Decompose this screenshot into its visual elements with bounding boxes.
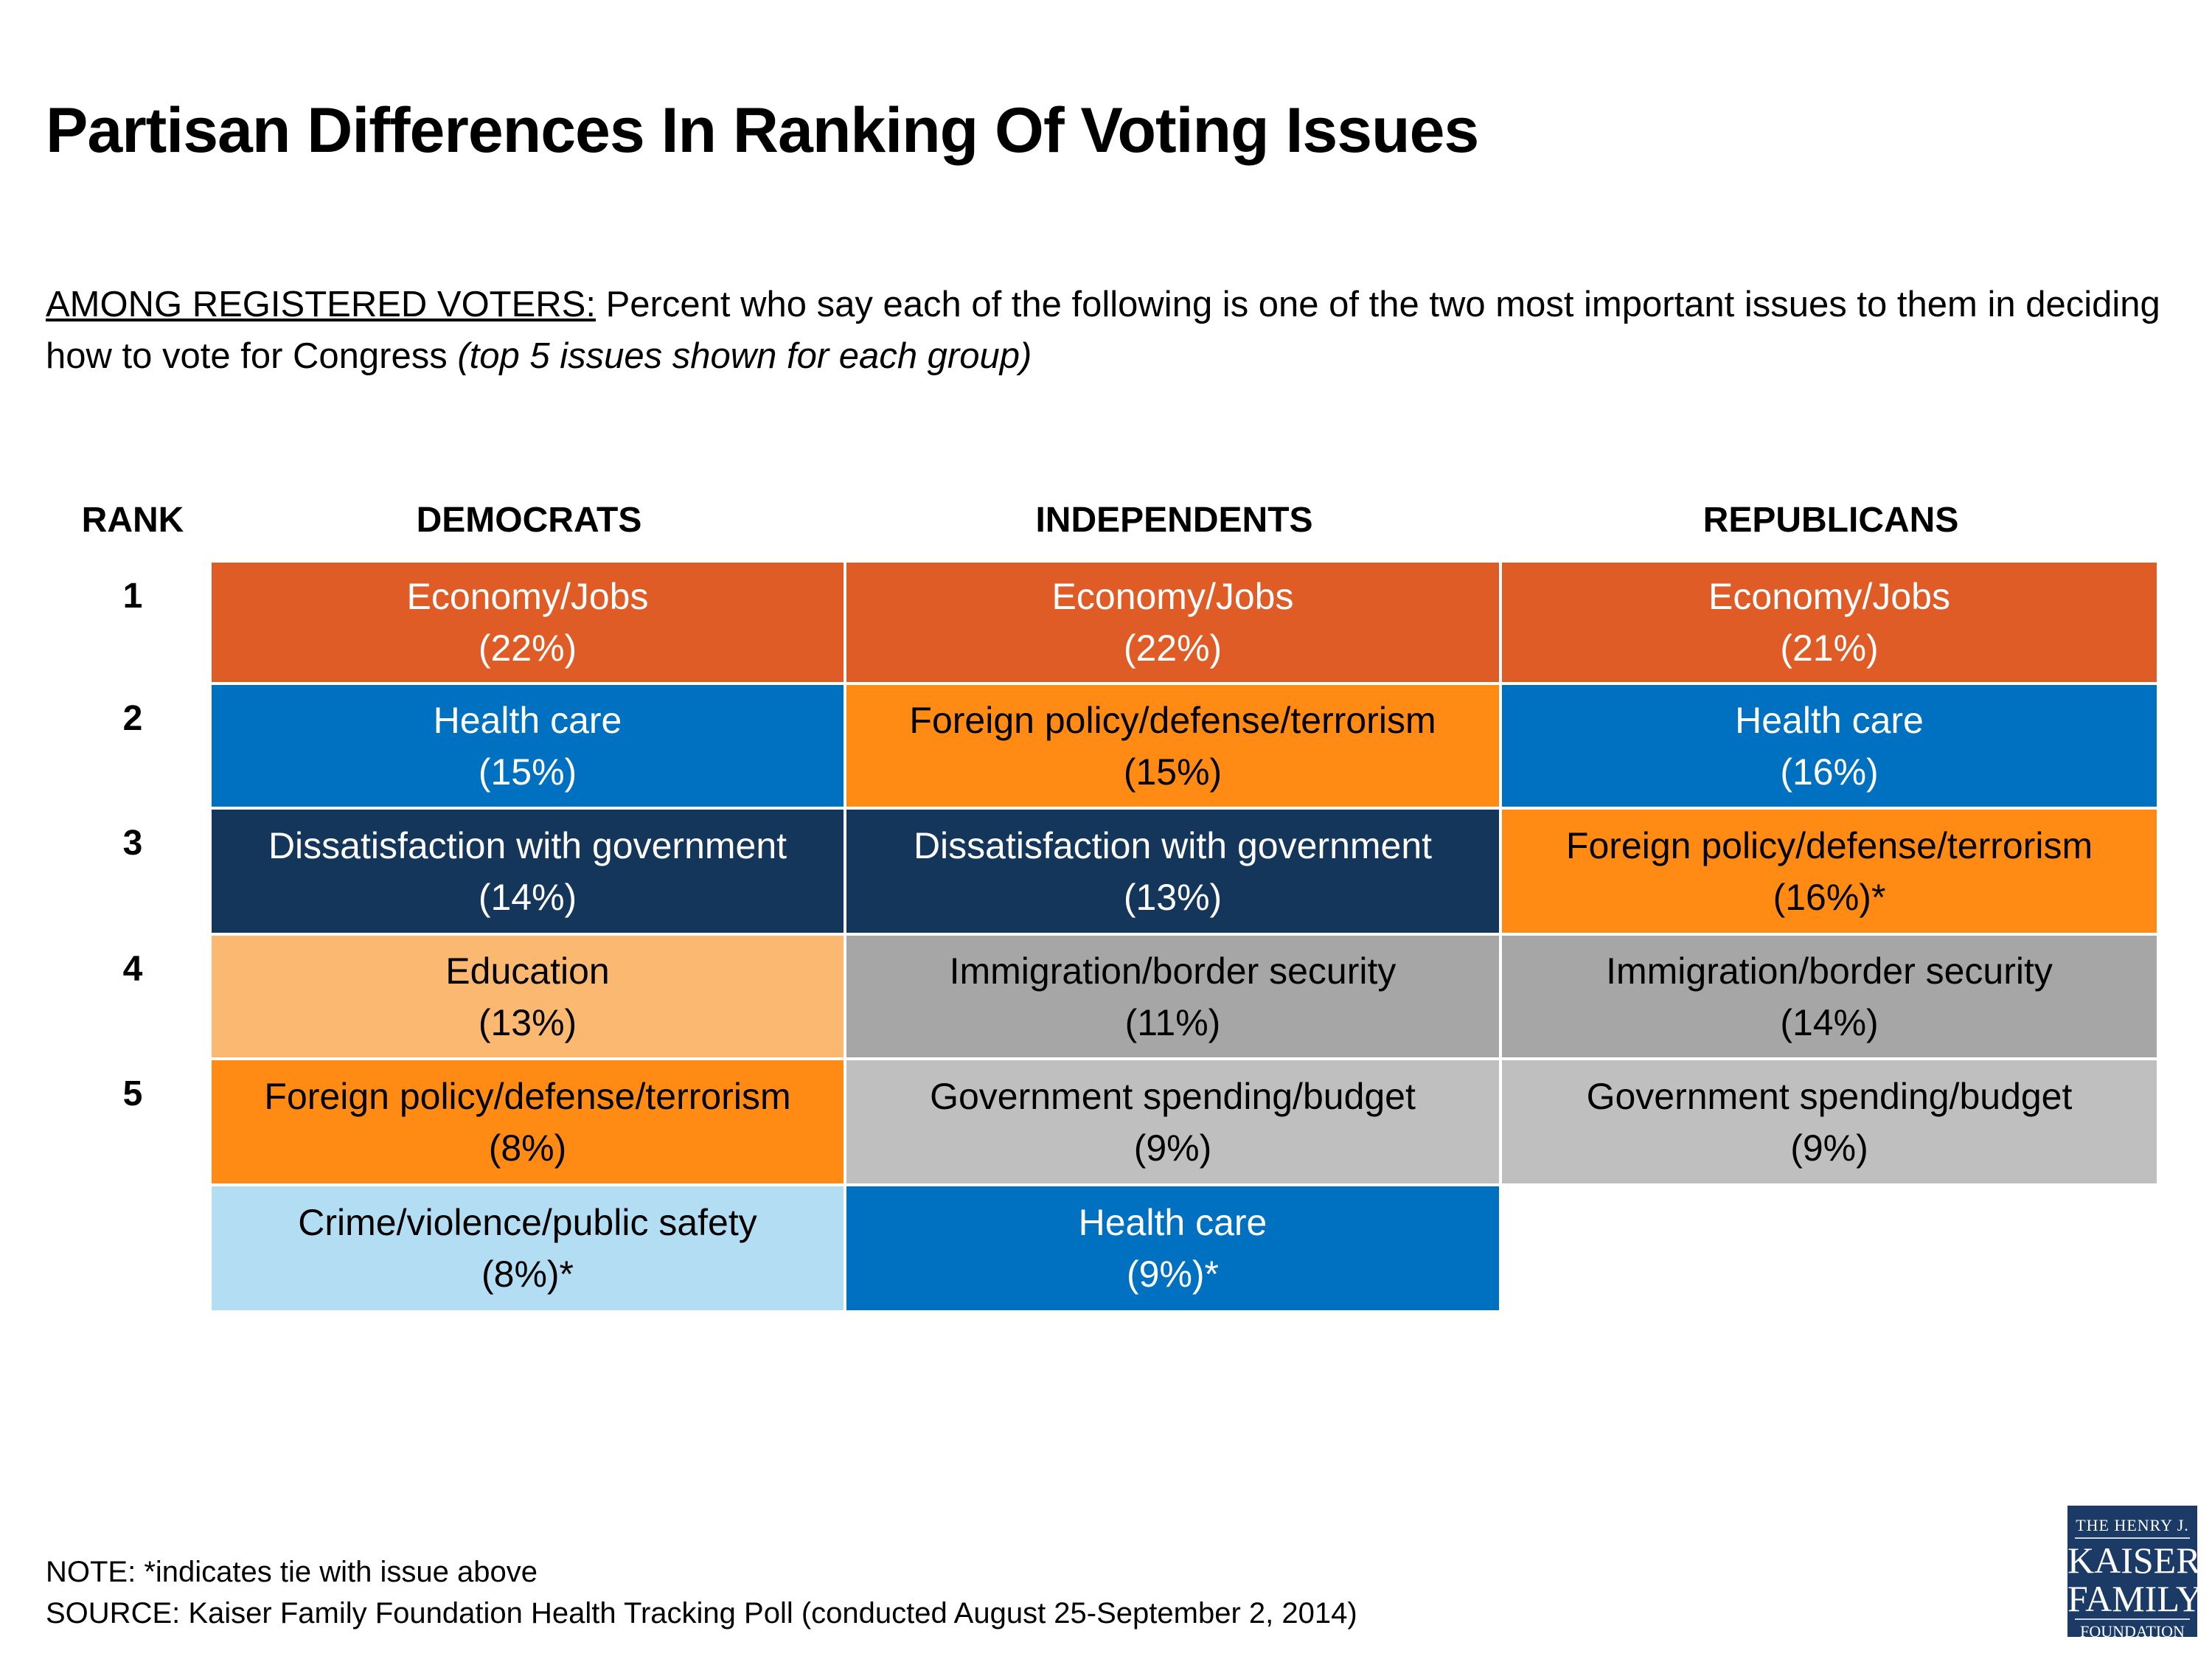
democrats-cell: Foreign policy/defense/terrorism (8%) — [212, 1060, 844, 1183]
rank-4: 4 — [122, 950, 143, 989]
header-rank: RANK — [81, 501, 184, 540]
issue-percent: (15%) — [1123, 751, 1222, 793]
issue-percent: (14%) — [478, 876, 577, 918]
header-democrats: DEMOCRATS — [416, 501, 642, 540]
issue-percent: (9%)* — [1126, 1253, 1220, 1295]
page-title: Partisan Differences In Ranking Of Votin… — [46, 95, 1479, 166]
logo-line1: THE HENRY J. — [2075, 1516, 2190, 1539]
issue-percent: (13%) — [478, 1001, 577, 1043]
issue-label: Economy/Jobs — [1708, 576, 1950, 617]
issue-percent: (9%) — [1790, 1127, 1868, 1169]
issue-percent: (14%) — [1780, 1001, 1879, 1043]
issue-label: Health care — [1078, 1202, 1267, 1243]
issue-percent: (8%) — [488, 1127, 567, 1169]
democrats-cell: Economy/Jobs (22%) — [212, 563, 844, 682]
democrats-cell: Health care (15%) — [212, 685, 844, 807]
subtitle-lead: AMONG REGISTERED VOTERS: — [46, 285, 596, 324]
rank-2: 2 — [122, 699, 143, 738]
republicans-cell: Government spending/budget (9%) — [1502, 1060, 2157, 1183]
rank-1: 1 — [122, 577, 143, 616]
issue-percent: (11%) — [1124, 1001, 1221, 1043]
issue-percent: (9%) — [1133, 1127, 1212, 1169]
issue-label: Government spending/budget — [1586, 1075, 2073, 1117]
issue-label: Foreign policy/defense/terrorism — [264, 1075, 791, 1117]
issue-percent: (8%)* — [481, 1253, 574, 1295]
subtitle: AMONG REGISTERED VOTERS: Percent who say… — [46, 279, 2169, 382]
issue-label: Immigration/border security — [1606, 950, 2053, 992]
subtitle-italic: (top 5 issues shown for each group) — [457, 336, 1032, 376]
issue-percent: (22%) — [478, 627, 577, 669]
subtitle-text: Percent who say each of the following is… — [46, 285, 2160, 376]
issue-label: Crime/violence/public safety — [298, 1202, 757, 1243]
issue-label: Foreign policy/defense/terrorism — [909, 699, 1436, 741]
issue-label: Education — [445, 950, 610, 992]
issue-label: Health care — [433, 699, 622, 741]
rank-5: 5 — [122, 1074, 143, 1113]
independents-cell: Foreign policy/defense/terrorism (15%) — [846, 685, 1499, 807]
header-independents: INDEPENDENTS — [1035, 501, 1313, 540]
issue-percent: (16%) — [1780, 751, 1879, 793]
republicans-cell: Health care (16%) — [1502, 685, 2157, 807]
independents-cell: Economy/Jobs (22%) — [846, 563, 1499, 682]
democrats-cell: Crime/violence/public safety (8%)* — [212, 1186, 844, 1310]
issue-label: Government spending/budget — [930, 1075, 1416, 1117]
logo-line3: FAMILY — [2067, 1578, 2202, 1619]
republicans-cell: Foreign policy/defense/terrorism (16%)* — [1502, 810, 2157, 933]
issue-label: Dissatisfaction with government — [913, 824, 1433, 866]
source: SOURCE: Kaiser Family Foundation Health … — [46, 1597, 1357, 1630]
issue-label: Immigration/border security — [949, 950, 1397, 992]
democrats-cell: Education (13%) — [212, 936, 844, 1057]
independents-cell: Health care (9%)* — [846, 1186, 1499, 1310]
issue-percent: (16%)* — [1773, 876, 1886, 918]
republicans-cell: Economy/Jobs (21%) — [1502, 563, 2157, 682]
kff-logo: THE HENRY J. KAISER FAMILY FOUNDATION — [2067, 1506, 2202, 1641]
republicans-cell: Immigration/border security (14%) — [1502, 936, 2157, 1057]
issue-label: Foreign policy/defense/terrorism — [1565, 824, 2093, 866]
issue-percent: (21%) — [1780, 627, 1879, 669]
independents-cell: Government spending/budget (9%) — [846, 1060, 1499, 1183]
issue-percent: (22%) — [1123, 627, 1222, 669]
note: NOTE: *indicates tie with issue above — [46, 1556, 538, 1588]
issue-label: Economy/Jobs — [406, 576, 649, 617]
issue-label: Health care — [1735, 699, 1924, 741]
issue-percent: (15%) — [478, 751, 577, 793]
header-republicans: REPUBLICANS — [1703, 501, 1959, 540]
issue-label: Economy/Jobs — [1051, 576, 1294, 617]
logo-line4: FOUNDATION — [2075, 1618, 2190, 1641]
democrats-cell: Dissatisfaction with government (14%) — [212, 810, 844, 933]
logo-line2: KAISER — [2067, 1540, 2201, 1581]
independents-cell: Dissatisfaction with government (13%) — [846, 810, 1499, 933]
issue-percent: (13%) — [1123, 876, 1222, 918]
issue-label: Dissatisfaction with government — [268, 824, 787, 866]
rank-3: 3 — [122, 824, 143, 863]
independents-cell: Immigration/border security (11%) — [846, 936, 1499, 1057]
